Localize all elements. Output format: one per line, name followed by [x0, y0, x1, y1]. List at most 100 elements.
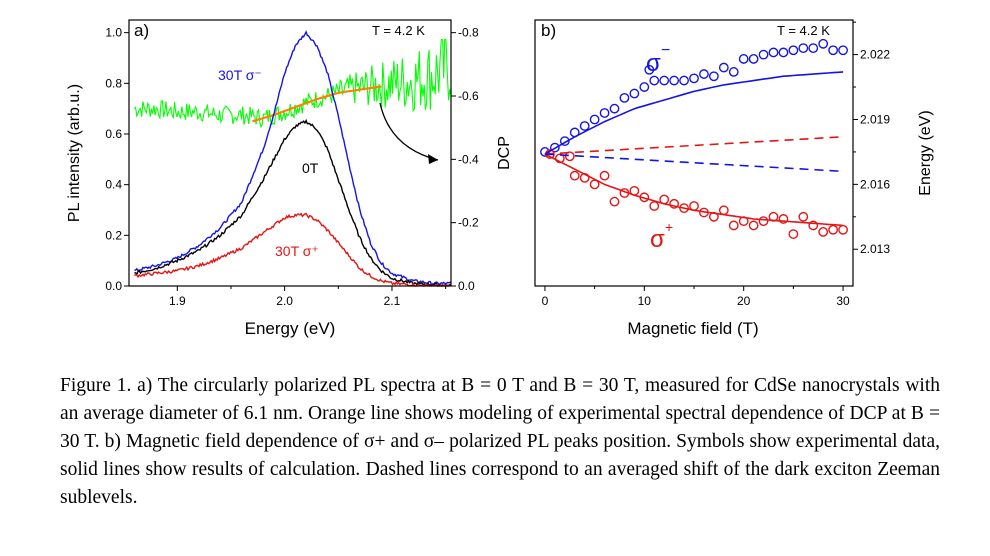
- panel-a-ticks: 1.9 2.0 2.1 0.0 0.2 0.4 0.6 0.8 1.0 0.0 -0.2 -0.4 -0…: [105, 26, 479, 308]
- label-sigma-minus-sup: −: [661, 42, 670, 59]
- panel-a-y2tick-label: -0.6: [458, 89, 479, 103]
- data-point--: [679, 75, 689, 86]
- panel-a-ytick-label: 0.6: [105, 127, 122, 141]
- data-point--: [808, 220, 819, 231]
- series-line-dcp: [133, 31, 452, 129]
- panel-a-xtick-label: 2.0: [276, 294, 293, 308]
- series-line-0t: [134, 118, 452, 287]
- panel-a-ytick-label: 0.2: [105, 228, 122, 242]
- panel-a-plot-area: [133, 30, 452, 287]
- panel-b-temperature: T = 4.2 K: [777, 23, 830, 38]
- panel-a-frame: [128, 19, 452, 287]
- data-point--: [738, 54, 749, 64]
- series-line--calc: [544, 153, 844, 227]
- label-sigma-plus: σ: [650, 226, 665, 253]
- data-point--: [818, 227, 829, 237]
- data-point--: [609, 196, 620, 207]
- panel-b-xtick-label: 20: [737, 294, 751, 308]
- data-point--: [669, 75, 680, 86]
- panel-b-plot-area: [540, 38, 848, 239]
- data-point--: [718, 62, 729, 73]
- panel-a-x-axis-label: Energy (eV): [245, 319, 336, 338]
- data-point--: [564, 151, 575, 162]
- data-point--: [838, 224, 848, 235]
- data-point--: [788, 45, 799, 56]
- data-point--: [798, 211, 809, 222]
- series-line-30t-: [134, 30, 452, 286]
- data-point--: [629, 88, 640, 99]
- data-point--: [728, 67, 739, 77]
- panel-a-xtick-label: 1.9: [169, 294, 186, 308]
- panel-a-y2tick-label: -0.8: [458, 26, 479, 40]
- data-point--: [599, 108, 610, 118]
- panel-b: 0 10 20 30 2.013 2.016 2.019 2.022 b) T = 4.2 K…: [534, 19, 934, 338]
- panel-b-frame: [534, 19, 854, 287]
- label-30t-sigma-plus: 30T σ⁺: [275, 243, 319, 259]
- data-point--: [669, 198, 680, 209]
- data-point--: [728, 220, 739, 231]
- series-line-30t-: [134, 212, 452, 287]
- data-point--: [778, 214, 789, 224]
- data-point--: [569, 170, 580, 181]
- data-point--: [619, 92, 630, 103]
- data-point--: [644, 64, 655, 75]
- data-point--: [689, 73, 699, 84]
- data-point--: [579, 121, 590, 131]
- panel-a-temperature: T = 4.2 K: [372, 23, 425, 38]
- dcp-arrow-head: [428, 154, 438, 164]
- data-point--: [699, 69, 709, 79]
- panel-b-xtick-label: 10: [638, 294, 652, 308]
- panel-a-ytick-label: 0.0: [105, 279, 122, 293]
- panel-a-ytick-label: 1.0: [105, 26, 122, 40]
- label-sigma-plus-sup: +: [665, 219, 673, 235]
- data-point--: [768, 47, 779, 58]
- data-point--: [798, 43, 809, 54]
- series-line--dark: [544, 135, 844, 155]
- panel-b-xtick-label: 0: [542, 294, 549, 308]
- panel-a-annotation-bg: [368, 21, 446, 39]
- panel-b-ticks: 0 10 20 30 2.013 2.016 2.019 2.022: [542, 21, 890, 308]
- data-point--: [758, 49, 769, 60]
- panel-a-xtick-label: 2.1: [384, 294, 401, 308]
- data-point--: [659, 75, 670, 86]
- data-point--: [649, 75, 660, 86]
- data-point--: [589, 114, 600, 125]
- data-point--: [708, 71, 719, 82]
- panel-a-y2tick-label: 0.0: [458, 279, 475, 293]
- figure-caption: Figure 1. a) The circularly polarized PL…: [60, 375, 940, 508]
- data-point--: [818, 38, 829, 49]
- dcp-arrow-line: [379, 102, 439, 161]
- data-point--: [828, 224, 839, 235]
- label-30t-sigma-minus: 30T σ⁻: [218, 67, 262, 83]
- panel-b-label: b): [541, 21, 556, 40]
- panel-b-xtick-label: 30: [836, 294, 850, 308]
- label-0t: 0T: [302, 160, 319, 176]
- panel-b-x-axis-label: Magnetic field (T): [627, 319, 758, 338]
- data-point--: [599, 170, 610, 181]
- panel-a-ytick-label: 0.4: [105, 178, 122, 192]
- panel-a-y2tick-label: -0.2: [458, 216, 479, 230]
- dcp-arrow: [379, 102, 439, 164]
- data-point--: [679, 203, 689, 214]
- figure: 1.9 2.0 2.1 0.0 0.2 0.4 0.6 0.8 1.0 0.0 -0.2 -0.4 -0…: [66, 19, 934, 338]
- data-point--: [788, 229, 799, 239]
- panel-a-y2tick-label: -0.4: [458, 152, 479, 166]
- panel-b-y2-axis-label: Energy (eV): [917, 110, 934, 195]
- panel-b-y2tick-label: 2.013: [860, 242, 890, 256]
- data-point--: [778, 47, 789, 58]
- data-point--: [649, 201, 660, 211]
- panel-a-y-axis-label: PL intensity (arb.u.): [66, 84, 83, 222]
- panel-a-ytick-label: 0.8: [105, 76, 122, 90]
- panel-b-y2tick-label: 2.022: [860, 48, 890, 62]
- data-point--: [718, 205, 729, 216]
- panel-b-y2tick-label: 2.016: [860, 177, 890, 191]
- label-sigma-minus: σ: [646, 50, 661, 77]
- panel-a-label: a): [134, 21, 149, 40]
- panel-a: 1.9 2.0 2.1 0.0 0.2 0.4 0.6 0.8 1.0 0.0 -0.2 -0.4 -0…: [66, 19, 513, 338]
- data-point--: [748, 220, 759, 231]
- data-point--: [838, 45, 848, 56]
- series-line--dark: [544, 153, 844, 173]
- data-point--: [828, 45, 839, 56]
- data-point--: [748, 54, 759, 64]
- panel-a-y2-axis-label: DCP: [496, 136, 513, 170]
